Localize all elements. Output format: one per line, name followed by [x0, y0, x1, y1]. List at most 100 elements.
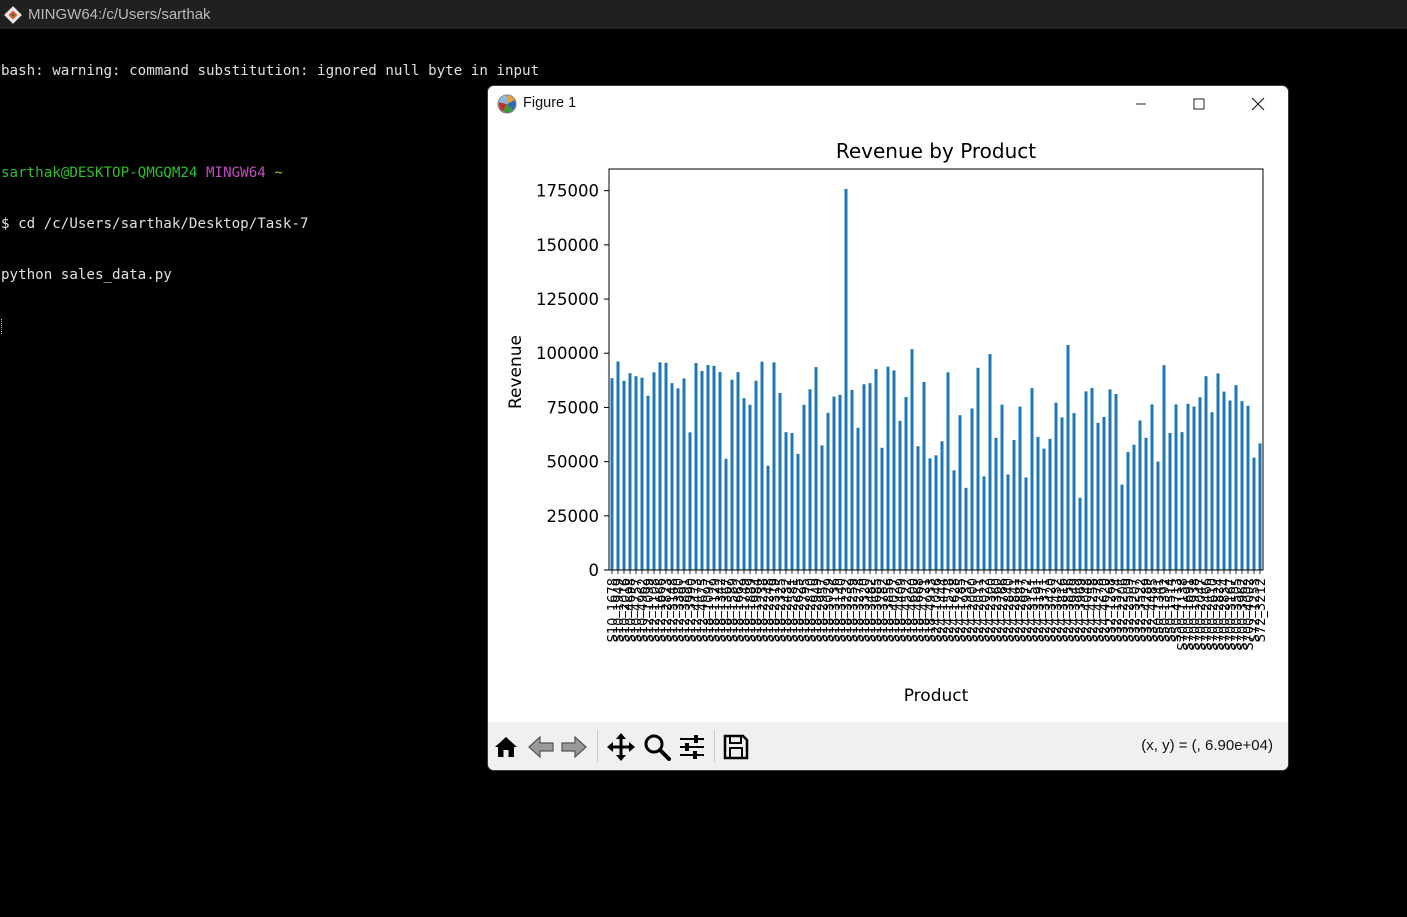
x-tick-label: S24_3151 [1026, 578, 1041, 642]
x-tick-label: S24_2360 [990, 578, 1005, 642]
bar [802, 404, 806, 570]
bar [610, 378, 614, 570]
bar [1234, 385, 1238, 570]
x-tick-label: S50_4713 [1170, 578, 1185, 642]
x-tick-label: S18_4668 [912, 578, 927, 642]
bar [1240, 401, 1244, 570]
bar [1186, 403, 1190, 570]
terminal-command-line: $ cd /c/Users/sarthak/Desktop/Task-7 [1, 216, 309, 232]
bar [1054, 402, 1058, 570]
x-tick-label: S18_1129 [708, 578, 723, 642]
bar [778, 392, 782, 570]
y-tick-label: 75000 [547, 398, 600, 417]
x-tick-label: S24_4048 [1080, 578, 1095, 642]
bar [922, 382, 926, 570]
bar [1252, 457, 1256, 570]
x-tick-label: S12_4473 [690, 578, 705, 642]
bar [688, 432, 692, 570]
back-arrow-icon [528, 735, 554, 759]
terminal-body[interactable]: bash: warning: command substitution: ign… [0, 29, 1407, 917]
x-tick-label: S50_1392 [1158, 578, 1173, 642]
y-tick-label: 50000 [547, 453, 600, 472]
bar [790, 433, 794, 570]
maximize-button[interactable] [1170, 86, 1228, 122]
x-tick-label: S18_3232 [840, 578, 855, 642]
bar [712, 365, 716, 570]
figure-window[interactable]: Figure 1 Revenue by Product Revenue Prod… [488, 86, 1288, 770]
bar [736, 372, 740, 570]
bar [760, 361, 764, 570]
x-tick-label: S18_1097 [702, 578, 717, 642]
bar [940, 441, 944, 570]
git-bash-icon [4, 5, 22, 24]
x-tick-label: S18_3320 [858, 578, 873, 642]
y-tick-label: 125000 [536, 290, 599, 309]
y-tick-label: 150000 [536, 236, 599, 255]
bar [1204, 376, 1208, 570]
bar [676, 388, 680, 570]
bar [1036, 436, 1040, 570]
x-tick-label: S24_2887 [1014, 578, 1029, 642]
x-tick-label: S700_1938 [1188, 578, 1203, 651]
x-tick-label: S24_3432 [1050, 578, 1065, 642]
axes-frame [608, 168, 1264, 571]
bar [1096, 422, 1100, 570]
x-tick-label: S700_2610 [1206, 578, 1221, 651]
x-tick-label: S18_2319 [768, 578, 783, 642]
terminal-title: MINGW64:/c/Users/sarthak [28, 6, 211, 23]
bar [628, 373, 632, 570]
bar [880, 447, 884, 570]
back-button[interactable] [526, 732, 556, 762]
terminal-prompt-line: sarthak@DESKTOP-QMGQM24 MINGW64 ~ [0, 165, 1407, 182]
bar [994, 437, 998, 570]
zoom-button[interactable] [642, 732, 672, 762]
x-tick-label: S32_1268 [1104, 578, 1119, 642]
forward-button[interactable] [559, 732, 589, 762]
bar [634, 376, 638, 570]
x-tick-label: S24_2011 [972, 578, 987, 642]
terminal-warning-line: bash: warning: command substitution: ign… [1, 63, 540, 79]
x-tick-label: S24_4258 [1086, 578, 1101, 642]
x-tick-label: S18_2957 [816, 578, 831, 642]
x-tick-label: S24_3969 [1074, 578, 1089, 642]
bar [1030, 388, 1034, 570]
figure-titlebar[interactable]: Figure 1 [488, 86, 1288, 122]
home-button[interactable] [491, 732, 521, 762]
minimize-button[interactable] [1112, 86, 1170, 122]
x-tick-label: S24_3816 [1056, 578, 1071, 642]
y-axis: 0 25000 50000 75000 100000 125000 150000 175000 [536, 182, 609, 580]
bar [1162, 365, 1166, 570]
bar [844, 188, 848, 570]
bar [682, 378, 686, 570]
x-tick-label: S18_3278 [852, 578, 867, 642]
x-tick-label: S24_1785 [954, 578, 969, 642]
bar [1168, 433, 1172, 570]
bar [982, 476, 986, 570]
configure-subplots-button[interactable] [677, 732, 707, 762]
x-tick-label: S24_2972 [1020, 578, 1035, 642]
x-tick-label: S18_1889 [744, 578, 759, 642]
plot-canvas[interactable]: Revenue by Product Revenue Product 0 2500… [488, 122, 1288, 722]
x-tick-label: S18_4933 [924, 578, 939, 642]
bar [658, 362, 662, 570]
bar [928, 458, 932, 570]
x-tick-label: S12_3990 [684, 578, 699, 642]
chart-title: Revenue by Product [836, 139, 1036, 163]
x-tick-label: S12_1666 [654, 578, 669, 642]
x-tick-label: S32_2509 [1122, 578, 1137, 642]
bar [826, 412, 830, 570]
close-button[interactable] [1229, 86, 1287, 122]
x-tick-label: S700_2824 [1212, 578, 1227, 651]
x-tick-label: S700_1691 [1182, 578, 1197, 651]
bar [664, 362, 668, 570]
bar [1180, 432, 1184, 570]
bar [1060, 417, 1064, 570]
save-button[interactable] [721, 732, 751, 762]
pan-button[interactable] [606, 732, 636, 762]
x-tick-label: S700_3505 [1230, 578, 1245, 651]
x-tick-label: S10_4962 [636, 578, 651, 642]
x-tick-label: S18_3259 [846, 578, 861, 642]
bar [1258, 443, 1262, 570]
y-tick-label: 100000 [536, 344, 599, 363]
bar [640, 377, 644, 570]
